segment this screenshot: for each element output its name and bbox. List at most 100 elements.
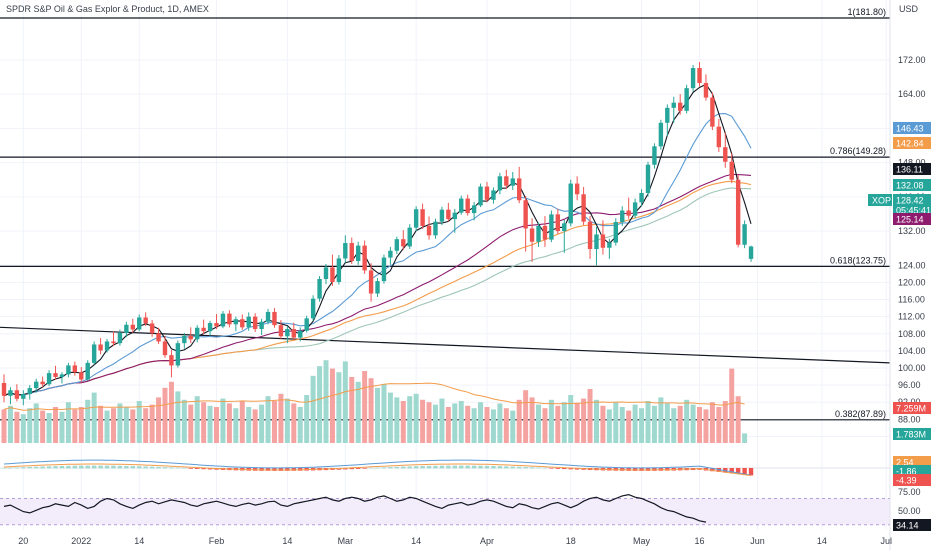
fib-label: 0.382(87.89) — [835, 409, 886, 419]
candle-body — [285, 329, 290, 337]
volume-bar — [458, 401, 464, 443]
volume-bar — [690, 404, 696, 443]
candle-body — [433, 221, 438, 236]
candle-body — [117, 332, 123, 344]
volume-bar — [317, 366, 323, 443]
rsi-pane — [0, 493, 890, 526]
macd-histogram-bar — [446, 465, 451, 469]
macd-histogram-bar — [748, 468, 754, 476]
macd-histogram-bar — [517, 466, 522, 469]
candle-body — [620, 210, 625, 223]
candle-body — [124, 324, 129, 333]
candle-body — [227, 313, 232, 325]
symbol-tag-bg — [868, 194, 892, 206]
volume-bar — [581, 398, 587, 443]
candle-body — [632, 202, 638, 216]
candle-body — [304, 318, 309, 331]
candle-body — [542, 225, 548, 240]
volume-bar — [194, 396, 200, 443]
candle-body — [401, 239, 406, 247]
macd-histogram-bar — [265, 468, 271, 471]
candle-body — [336, 258, 342, 282]
candle-body — [291, 329, 296, 338]
volume-bar — [697, 407, 703, 443]
macd-tag-histogram: -4.39 — [896, 476, 917, 486]
volume-bar — [368, 378, 374, 443]
volume-bar — [14, 411, 20, 443]
candle-body — [723, 147, 728, 162]
candle-body — [85, 362, 90, 380]
macd-histogram-bar — [510, 466, 515, 469]
macd-histogram-bar — [504, 466, 509, 469]
volume-bar — [297, 407, 303, 443]
macd-histogram-bar — [632, 468, 638, 471]
candle-body — [207, 323, 213, 332]
rsi-axis-label: 50.00 — [898, 506, 921, 516]
volume-bar — [516, 399, 522, 443]
candle-body — [21, 394, 26, 399]
macd-histogram-bar — [79, 465, 84, 469]
candle-body — [504, 176, 509, 186]
candle-body — [323, 267, 329, 279]
macd-histogram-bar — [124, 465, 129, 469]
candle-body — [368, 270, 374, 294]
volume-bar — [742, 433, 748, 443]
macd-histogram-bar — [182, 467, 187, 469]
volume-bar — [46, 413, 52, 443]
candle-body — [14, 390, 20, 399]
candle-body — [523, 200, 528, 229]
macd-histogram-bar — [188, 468, 193, 469]
candle-body — [471, 205, 477, 214]
macd-histogram-bar — [478, 465, 483, 469]
candle-body — [459, 198, 464, 213]
macd-histogram-bar — [356, 468, 361, 469]
macd-histogram-bar — [639, 468, 644, 471]
volume-bar — [175, 391, 181, 443]
volume-bar — [355, 381, 361, 443]
y-tick-label: 132.00 — [898, 226, 926, 236]
macd-histogram-bar — [195, 468, 200, 469]
price-tag-ma-black-bg — [893, 163, 931, 175]
volume-bar — [278, 393, 284, 443]
candle-body — [478, 186, 483, 206]
macd-histogram-bar — [459, 465, 464, 469]
macd-histogram-bar — [169, 467, 174, 469]
macd-histogram-bar — [491, 466, 496, 469]
candle-body — [265, 311, 271, 322]
candle-body — [162, 341, 168, 356]
volume-bar — [465, 405, 471, 443]
macd-histogram-bar — [542, 467, 548, 469]
volume-bar — [722, 401, 728, 443]
candle-body — [394, 239, 400, 251]
volume-bar — [162, 387, 168, 443]
macd-histogram-bar — [523, 467, 528, 469]
volume-bar — [104, 410, 110, 443]
volume-bar — [201, 402, 207, 443]
volume-bar — [91, 392, 97, 443]
price-tag-ma-purple: 125.14 — [896, 215, 924, 225]
price-tag-ma-orange-bg — [893, 137, 931, 149]
candle-body — [594, 234, 599, 250]
macd-histogram-bar — [285, 468, 290, 471]
macd-tag-line: -1.86 — [896, 467, 917, 477]
volume-bar — [606, 409, 612, 443]
macd-histogram-bar — [529, 467, 535, 469]
candle-body — [729, 161, 734, 180]
y-tick-label: 104.00 — [898, 346, 926, 356]
candle-body — [703, 83, 709, 98]
volume-bar — [677, 405, 683, 443]
volume-bar — [375, 387, 381, 443]
y-tick-label: 116.00 — [898, 295, 925, 305]
volume-bar — [619, 407, 625, 443]
price-tag-ma-orange: 142.84 — [896, 139, 924, 149]
volume-bar — [181, 399, 187, 443]
rsi-tag-bg — [893, 519, 931, 531]
volume-bar — [536, 404, 542, 443]
macd-histogram-bar — [375, 467, 380, 469]
volume-bar — [1, 409, 7, 443]
macd-histogram-bar — [162, 467, 168, 469]
candle-body — [381, 257, 387, 282]
candle-body — [562, 223, 567, 232]
volume-bar — [645, 401, 651, 443]
